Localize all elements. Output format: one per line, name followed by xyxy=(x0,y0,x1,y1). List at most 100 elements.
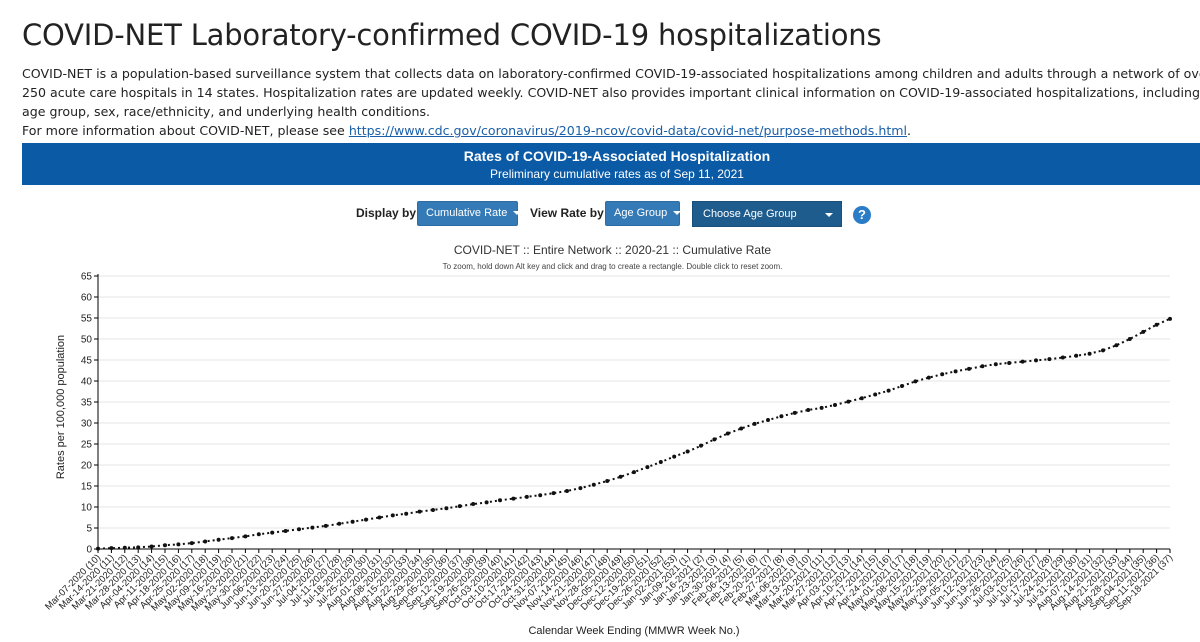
data-point[interactable] xyxy=(511,496,516,501)
display-by-dropdown[interactable]: Cumulative Rate xyxy=(417,201,522,226)
data-point[interactable] xyxy=(1154,322,1159,327)
data-point[interactable] xyxy=(859,396,864,401)
data-point[interactable] xyxy=(337,521,342,526)
data-point[interactable] xyxy=(323,523,328,528)
chart-zoom-note: To zoom, hold down Alt key and click and… xyxy=(442,262,783,271)
data-point[interactable] xyxy=(189,541,194,546)
data-point[interactable] xyxy=(484,500,489,505)
data-point[interactable] xyxy=(243,534,248,539)
data-point[interactable] xyxy=(752,421,757,426)
data-point[interactable] xyxy=(632,470,636,475)
data-point[interactable] xyxy=(1007,360,1012,365)
data-point[interactable] xyxy=(725,431,730,436)
data-point[interactable] xyxy=(578,486,583,491)
data-point[interactable] xyxy=(565,489,569,494)
data-point[interactable] xyxy=(672,454,677,459)
age-group-select[interactable]: Choose Age Group xyxy=(692,201,842,227)
data-point[interactable] xyxy=(203,539,208,544)
y-axis-label: Rates per 100,000 population xyxy=(55,335,67,479)
view-rate-by-dropdown[interactable]: Age Group xyxy=(605,201,682,226)
data-point[interactable] xyxy=(163,543,167,548)
data-point[interactable] xyxy=(364,517,368,522)
data-point[interactable] xyxy=(350,519,355,524)
question-circle-icon[interactable]: ? xyxy=(853,206,871,224)
data-point[interactable] xyxy=(136,545,141,550)
y-tick-label: 40 xyxy=(81,377,93,388)
data-point[interactable] xyxy=(1114,343,1119,348)
data-point[interactable] xyxy=(645,465,650,470)
data-point[interactable] xyxy=(109,546,114,551)
y-tick-label: 60 xyxy=(81,293,93,304)
data-point[interactable] xyxy=(618,474,623,479)
data-point[interactable] xyxy=(216,537,221,542)
data-point[interactable] xyxy=(819,405,824,410)
y-tick-label: 55 xyxy=(81,314,93,325)
data-point[interactable] xyxy=(283,528,288,533)
data-point[interactable] xyxy=(390,513,395,518)
data-point[interactable] xyxy=(993,362,998,367)
data-point[interactable] xyxy=(591,482,596,487)
more-info-line: For more information about COVID-NET, pl… xyxy=(22,121,1200,140)
data-point[interactable] xyxy=(833,402,837,407)
data-point[interactable] xyxy=(417,509,422,514)
more-info-suffix: . xyxy=(907,123,912,138)
data-point[interactable] xyxy=(926,375,931,380)
data-point[interactable] xyxy=(712,437,717,442)
data-point[interactable] xyxy=(658,460,663,465)
data-point[interactable] xyxy=(149,544,154,549)
data-point[interactable] xyxy=(846,399,851,404)
data-point[interactable] xyxy=(792,410,797,415)
data-point[interactable] xyxy=(766,418,770,423)
data-point[interactable] xyxy=(498,498,502,503)
data-point[interactable] xyxy=(953,369,958,374)
data-point[interactable] xyxy=(1020,359,1025,364)
data-point[interactable] xyxy=(1168,316,1172,321)
data-point[interactable] xyxy=(1047,357,1052,362)
data-point[interactable] xyxy=(886,388,891,393)
data-point[interactable] xyxy=(873,392,878,397)
data-point[interactable] xyxy=(377,515,382,520)
data-point[interactable] xyxy=(230,536,234,541)
y-tick-label: 65 xyxy=(81,272,93,283)
data-point[interactable] xyxy=(404,511,409,516)
data-point[interactable] xyxy=(1074,353,1079,358)
data-point[interactable] xyxy=(310,525,315,530)
data-point[interactable] xyxy=(685,449,690,454)
data-point[interactable] xyxy=(270,530,275,535)
data-point[interactable] xyxy=(551,491,556,496)
data-point[interactable] xyxy=(524,494,529,499)
chart-axes xyxy=(97,274,1170,550)
data-point[interactable] xyxy=(176,542,181,547)
data-point[interactable] xyxy=(1060,355,1065,360)
data-point[interactable] xyxy=(538,493,543,498)
data-point[interactable] xyxy=(1141,329,1146,334)
data-point[interactable] xyxy=(605,478,610,483)
intro-description: COVID-NET is a population-based surveill… xyxy=(22,66,1200,119)
data-point[interactable] xyxy=(980,364,985,369)
data-point[interactable] xyxy=(806,407,811,412)
data-point[interactable] xyxy=(913,379,918,384)
data-point[interactable] xyxy=(431,507,435,512)
data-point[interactable] xyxy=(297,527,301,532)
data-point[interactable] xyxy=(444,506,449,511)
data-point[interactable] xyxy=(471,502,476,507)
y-tick-label: 30 xyxy=(81,419,93,430)
data-point[interactable] xyxy=(122,545,127,550)
data-point[interactable] xyxy=(96,546,100,551)
age-group-select-label: Choose Age Group xyxy=(703,208,797,220)
data-point[interactable] xyxy=(967,366,971,371)
data-point[interactable] xyxy=(1087,351,1092,356)
data-point[interactable] xyxy=(256,532,261,537)
data-point[interactable] xyxy=(940,372,945,377)
data-point[interactable] xyxy=(1101,348,1105,353)
data-point[interactable] xyxy=(1034,358,1038,363)
data-point[interactable] xyxy=(1127,337,1132,341)
data-point[interactable] xyxy=(739,426,744,431)
data-point[interactable] xyxy=(699,443,703,448)
y-tick-label: 15 xyxy=(81,482,93,493)
data-point[interactable] xyxy=(779,414,784,419)
data-point[interactable] xyxy=(900,384,904,389)
data-point[interactable] xyxy=(457,504,462,509)
purpose-methods-link[interactable]: https://www.cdc.gov/coronavirus/2019-nco… xyxy=(348,123,908,138)
